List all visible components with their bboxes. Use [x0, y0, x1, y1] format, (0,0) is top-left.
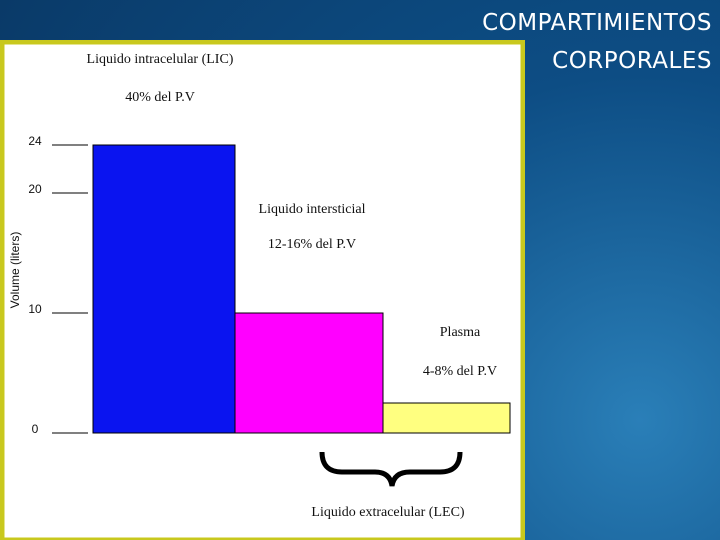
bar [92, 144, 236, 434]
bar [234, 312, 384, 434]
bracket-label: Liquido extracelular (LEC) [311, 505, 464, 520]
y-axis-label: Volume (liters) [8, 232, 22, 309]
category-label: Liquido intersticial [259, 202, 366, 217]
slide-title: COMPARTIMIENTOS CORPORALES [482, 10, 712, 74]
y-tick-label: 0 [32, 422, 39, 436]
category-note: 40% del P.V [125, 90, 195, 105]
chart-panel [0, 40, 525, 540]
bracket [319, 451, 463, 487]
category-note: 4-8% del P.V [423, 364, 497, 379]
category-label: Liquido intracelular (LIC) [87, 52, 234, 67]
category-note: 12-16% del P.V [268, 237, 356, 252]
y-tick-label: 10 [28, 302, 42, 316]
bar [382, 402, 511, 434]
y-tick-label: 20 [28, 182, 42, 196]
category-label: Plasma [440, 325, 481, 340]
y-tick-label: 24 [28, 134, 42, 148]
chart: Volume (liters) Liquido extracelular (LE… [0, 40, 525, 540]
